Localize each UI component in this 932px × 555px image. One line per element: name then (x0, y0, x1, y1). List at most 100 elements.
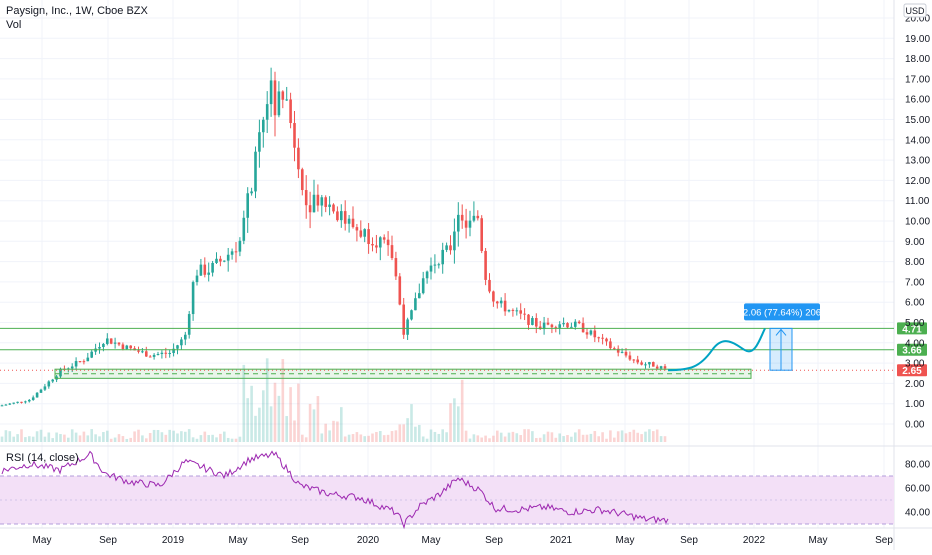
candle-body (86, 357, 90, 362)
candle-body (433, 264, 437, 266)
volume-bar (441, 429, 444, 442)
volume-bar (624, 433, 628, 442)
volume-bar (492, 435, 495, 442)
candle-body (659, 366, 663, 369)
volume-bar (507, 432, 511, 442)
candle-body (605, 338, 608, 342)
volume-bar (449, 403, 452, 442)
volume-bars (0, 358, 667, 442)
time-tick-label: Sep (291, 535, 309, 546)
volume-bar (581, 434, 585, 442)
volume-bar (246, 398, 249, 442)
volume-bar (51, 438, 54, 442)
candle-body (468, 220, 472, 228)
candle-body (35, 392, 39, 398)
candle-body (160, 352, 164, 354)
candle-body (593, 330, 597, 338)
volume-bar (98, 436, 101, 442)
candle-body (312, 194, 316, 213)
time-tick-label: May (33, 535, 52, 546)
volume-bar (593, 431, 597, 442)
volume-bar (308, 403, 312, 442)
candle-body (156, 353, 160, 355)
candle-body (359, 230, 363, 237)
volume-bar (425, 438, 429, 442)
volume-bar (47, 432, 51, 442)
candle-body (437, 264, 441, 266)
candle-body (620, 351, 624, 353)
time-tick-label: Sep (99, 535, 117, 546)
volume-bar (503, 436, 507, 442)
candle-body (82, 361, 86, 363)
volume-bar (86, 435, 90, 442)
candle-body (301, 169, 304, 191)
candle-body (566, 323, 569, 328)
price-tick-label: 2.00 (905, 379, 925, 390)
volume-bar (351, 434, 355, 442)
volume-bar (289, 387, 292, 442)
price-tick-label: 19.00 (905, 34, 930, 45)
candle-body (527, 314, 530, 325)
candle-body (39, 389, 43, 393)
volume-bar (597, 436, 600, 442)
volume-bar (293, 420, 296, 442)
candle-body (297, 147, 300, 170)
volume-bar (277, 395, 281, 442)
candle-body (343, 211, 347, 224)
volume-bar (496, 430, 499, 442)
candle-body (246, 193, 249, 218)
price-tick-label: 1.00 (905, 399, 925, 410)
volume-bar (176, 433, 179, 442)
candle-body (90, 351, 93, 358)
volume-bar (316, 396, 320, 442)
level-tag (897, 343, 927, 356)
candle-body (519, 310, 522, 314)
time-tick-label: 2019 (162, 535, 185, 546)
candle-body (203, 264, 207, 275)
candle-body (496, 301, 499, 304)
candle-body (258, 132, 261, 152)
price-tick-label: 9.00 (905, 237, 925, 248)
candle-body (195, 275, 199, 283)
volume-bar (258, 407, 261, 442)
candle-body (250, 191, 253, 194)
candle-body (499, 300, 503, 304)
candle-body (328, 204, 331, 207)
volume-bar (148, 432, 152, 442)
volume-bar (445, 432, 448, 442)
candle-body (574, 321, 577, 327)
candle-body (414, 298, 417, 311)
volume-bar (620, 430, 624, 442)
volume-bar (304, 437, 308, 442)
candle-body (219, 258, 222, 262)
volume-bar (542, 434, 546, 442)
candle-body (449, 245, 452, 251)
volume-bar (453, 398, 456, 442)
volume-bar (355, 432, 359, 442)
volume-bar (332, 420, 335, 442)
volume-bar (113, 437, 117, 442)
volume-bar (16, 434, 19, 442)
volume-bar (414, 426, 417, 442)
candle-body (0, 405, 4, 407)
volume-bar (94, 434, 97, 442)
candle-body (24, 401, 27, 403)
volume-bar (659, 436, 663, 442)
price-tick-label: 16.00 (905, 95, 930, 106)
time-tick-label: Sep (485, 535, 503, 546)
candle-body (324, 197, 327, 207)
candle-body (277, 91, 281, 116)
candle-body (663, 366, 667, 369)
volume-bar (28, 436, 31, 442)
candle-body (215, 258, 218, 263)
volume-bar (577, 429, 581, 442)
volume-bar (515, 433, 519, 442)
candle-body (180, 339, 183, 346)
candle-body (199, 264, 203, 276)
rsi-tick-label: 80.00 (905, 460, 930, 471)
volume-bar (12, 436, 15, 442)
volume-bar (531, 431, 534, 442)
candle-body (137, 350, 140, 352)
